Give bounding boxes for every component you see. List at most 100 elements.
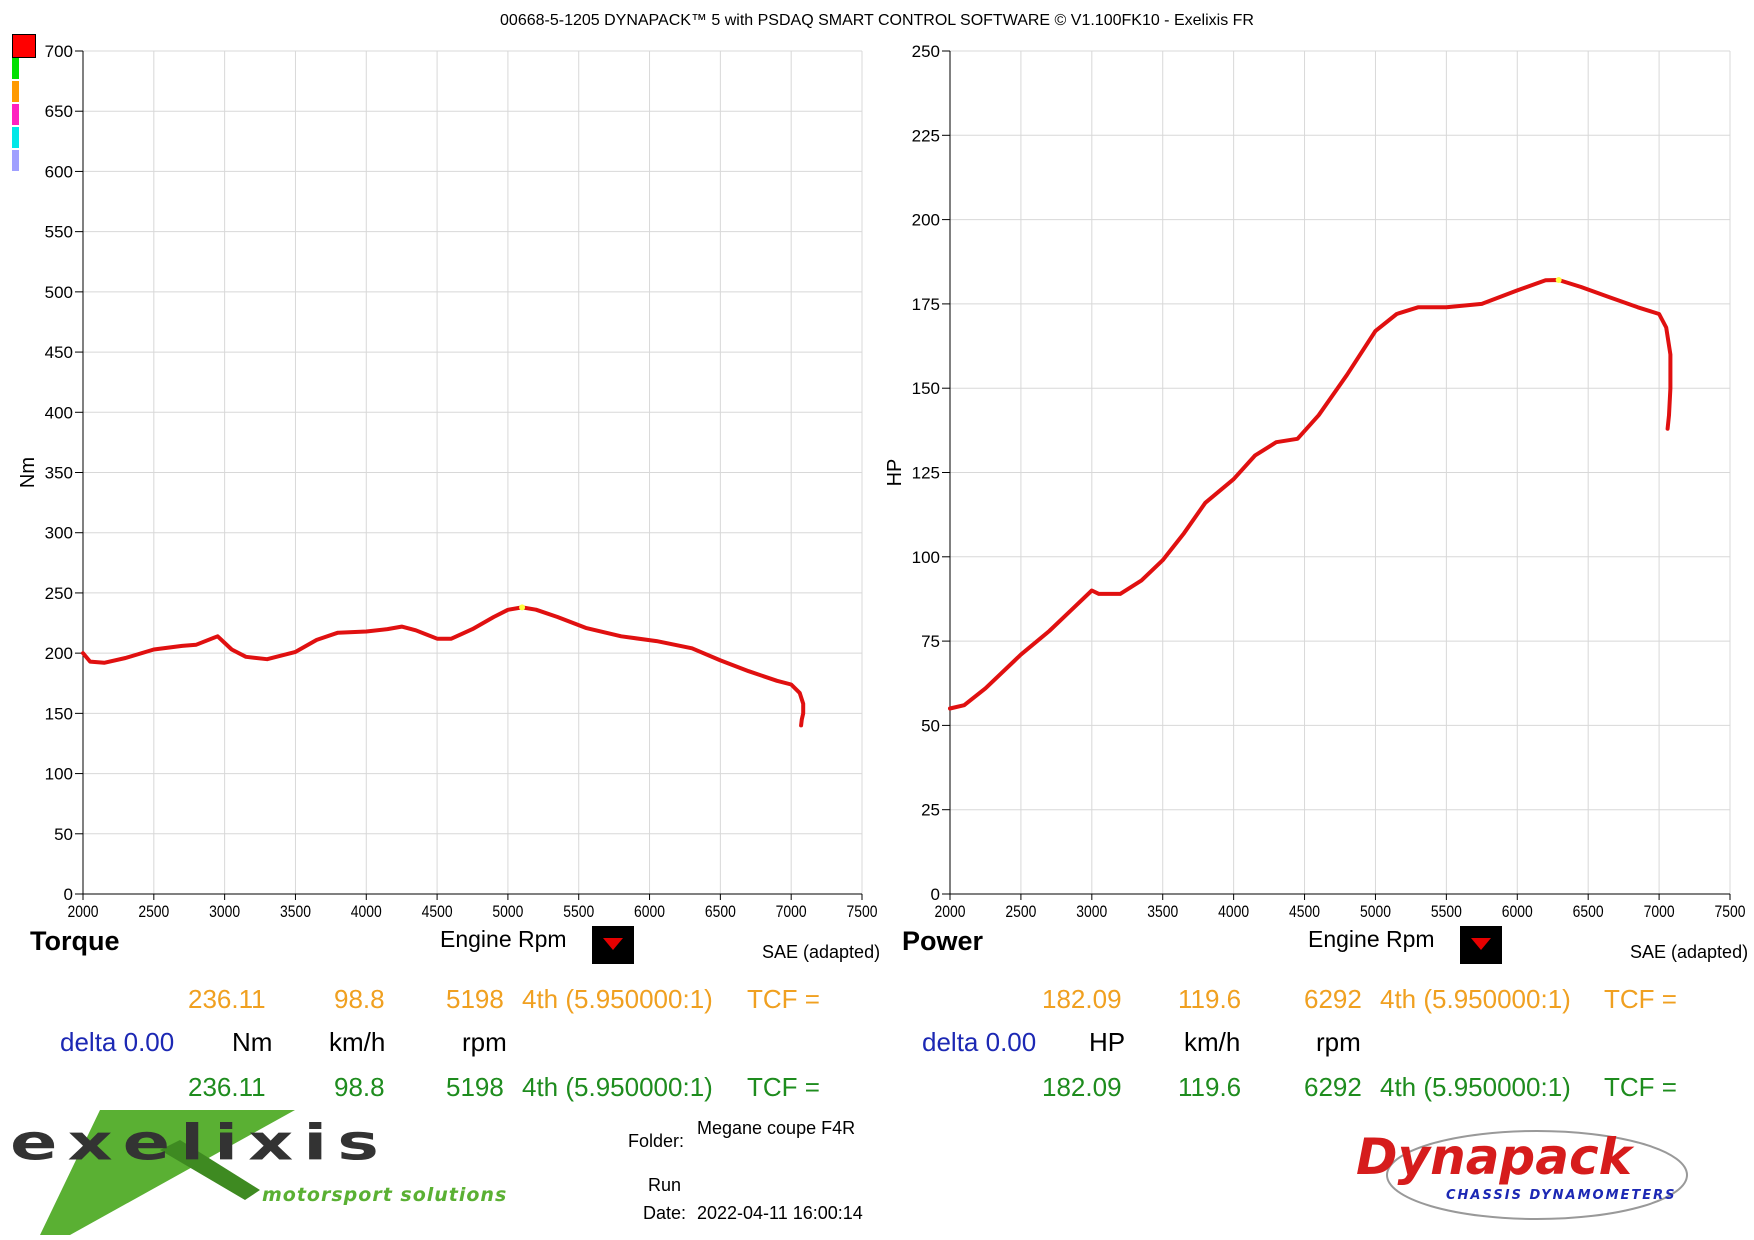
dynapack-logo: Dynapack CHASSIS DYNAMOMETERS: [1352, 1120, 1722, 1230]
torque-ytick-label: 250: [45, 584, 73, 603]
torque-xtick-label: 3000: [209, 903, 240, 920]
torque-xaxis-label: Engine Rpm: [440, 926, 567, 952]
power-secondary-value: 182.09: [1042, 1072, 1122, 1102]
power-ytick-label: 250: [912, 42, 940, 61]
legend-swatch-red[interactable]: [12, 34, 36, 58]
torque-xtick-label: 6000: [634, 903, 665, 920]
chart-canvas: 2000 2500 3000 3500 4000 4500 5000 5500 6000 6500…: [17, 42, 1746, 920]
power-peak-speed: 119.6: [1178, 984, 1242, 1014]
power-delta: delta 0.00: [922, 1027, 1037, 1057]
power-peak-value: 182.09: [1042, 984, 1122, 1014]
power-xtick-label: 2500: [1005, 903, 1036, 920]
power-yaxis-label: HP: [884, 459, 906, 487]
power-panel-label: Power: [902, 926, 984, 956]
power-ytick-label: 75: [921, 632, 940, 651]
power-xtick-label: 3500: [1147, 903, 1178, 920]
power-xaxis-label: Engine Rpm: [1308, 926, 1435, 952]
power-xtick-label: 2000: [935, 903, 966, 920]
date-value: 2022-04-11 16:00:14: [697, 1203, 863, 1223]
torque-peak-tcf: TCF =: [747, 984, 820, 1014]
torque-xtick-label: 4000: [351, 903, 382, 920]
page-title: 00668-5-1205 DYNAPACK™ 5 with PSDAQ SMAR…: [500, 12, 1254, 29]
dynapack-wordmark: Dynapack: [1356, 1128, 1632, 1186]
torque-xtick-label: 2000: [68, 903, 99, 920]
torque-peak-gear: 4th (5.950000:1): [522, 984, 713, 1014]
torque-ytick-label: 0: [64, 885, 73, 904]
power-xtick-label: 7000: [1644, 903, 1675, 920]
power-secondary-gear: 4th (5.950000:1): [1380, 1072, 1571, 1102]
power-xtick-label: 4500: [1289, 903, 1320, 920]
torque-xaxis-dropdown-button[interactable]: [592, 926, 634, 964]
power-chart: 2000 2500 3000 3500 4000 4500 5000 5500 6000 6500…: [884, 42, 1746, 920]
torque-unit: Nm: [232, 1027, 273, 1057]
torque-peak-value: 236.11: [188, 984, 266, 1014]
torque-speed-unit: km/h: [329, 1027, 386, 1057]
torque-xtick-label: 5500: [563, 903, 594, 920]
power-ytick-label: 0: [931, 885, 940, 904]
power-curve-line: [948, 278, 1673, 711]
exelixis-swoosh-graphic: [40, 1110, 295, 1235]
power-xtick-label: 3000: [1076, 903, 1107, 920]
torque-ytick-label: 50: [54, 825, 73, 844]
legend-swatch-green[interactable]: [12, 58, 19, 79]
power-rpm-unit: rpm: [1316, 1027, 1361, 1057]
power-ytick-label: 225: [912, 126, 940, 145]
torque-peak-rpm: 5198: [446, 984, 504, 1014]
torque-ytick-label: 500: [45, 283, 73, 302]
power-ytick-label: 125: [912, 464, 940, 483]
power-xaxis-dropdown-button[interactable]: [1460, 926, 1502, 964]
torque-ytick-label: 600: [45, 162, 73, 181]
power-speed-unit: km/h: [1184, 1027, 1241, 1057]
torque-ytick-label: 400: [45, 403, 73, 422]
exelixis-logo: exelixis motorsport solutions: [10, 1110, 630, 1235]
power-secondary-tcf: TCF =: [1604, 1072, 1677, 1102]
torque-ytick-label: 350: [45, 464, 73, 483]
torque-secondary-gear: 4th (5.950000:1): [522, 1072, 713, 1102]
torque-peak-marker: [519, 604, 526, 611]
power-xtick-label: 5500: [1431, 903, 1462, 920]
power-peak-marker: [1555, 276, 1562, 283]
power-ytick-label: 175: [912, 295, 940, 314]
power-xtick-label: 6000: [1502, 903, 1533, 920]
torque-secondary-value: 236.11: [188, 1072, 266, 1102]
power-ytick-label: 150: [912, 379, 940, 398]
torque-rpm-unit: rpm: [462, 1027, 507, 1057]
torque-xtick-label: 3500: [280, 903, 311, 920]
torque-peak-speed: 98.8: [334, 984, 385, 1014]
torque-secondary-tcf: TCF =: [747, 1072, 820, 1102]
power-peak-gear: 4th (5.950000:1): [1380, 984, 1571, 1014]
legend-swatch-orange[interactable]: [12, 81, 19, 102]
power-ytick-label: 100: [912, 548, 940, 567]
torque-ytick-label: 200: [45, 644, 73, 663]
power-correction-label: SAE (adapted): [1630, 942, 1749, 962]
exelixis-tagline: motorsport solutions: [262, 1184, 508, 1206]
power-xtick-label: 5000: [1360, 903, 1391, 920]
power-secondary-rpm: 6292: [1304, 1072, 1362, 1102]
legend-swatch-cyan[interactable]: [12, 127, 19, 148]
power-ytick-label: 50: [921, 716, 940, 735]
run-label: Run: [648, 1175, 682, 1195]
dynapack-swoosh-graphic: [1386, 1130, 1688, 1220]
torque-ytick-label: 650: [45, 102, 73, 121]
torque-xtick-label: 5000: [492, 903, 523, 920]
power-xtick-label: 6500: [1573, 903, 1604, 920]
torque-secondary-speed: 98.8: [334, 1072, 385, 1102]
torque-ytick-label: 550: [45, 223, 73, 242]
legend-swatch-magenta[interactable]: [12, 104, 19, 125]
power-ytick-label: 25: [921, 801, 940, 820]
legend-swatch-lavender[interactable]: [12, 150, 19, 171]
torque-curve-line: [81, 605, 806, 728]
torque-xtick-label: 7500: [847, 903, 878, 920]
exelixis-wordmark: exelixis: [10, 1114, 389, 1172]
torque-correction-label: SAE (adapted): [762, 942, 881, 962]
torque-ytick-label: 300: [45, 524, 73, 543]
power-xtick-label: 4000: [1218, 903, 1249, 920]
torque-panel-label: Torque: [30, 926, 120, 956]
dynapack-tagline: CHASSIS DYNAMOMETERS: [1446, 1188, 1677, 1203]
power-peak-tcf: TCF =: [1604, 984, 1677, 1014]
power-xtick-label: 7500: [1715, 903, 1746, 920]
torque-ytick-label: 700: [45, 42, 73, 61]
torque-ytick-label: 100: [45, 765, 73, 784]
torque-xtick-label: 2500: [138, 903, 169, 920]
torque-secondary-rpm: 5198: [446, 1072, 504, 1102]
